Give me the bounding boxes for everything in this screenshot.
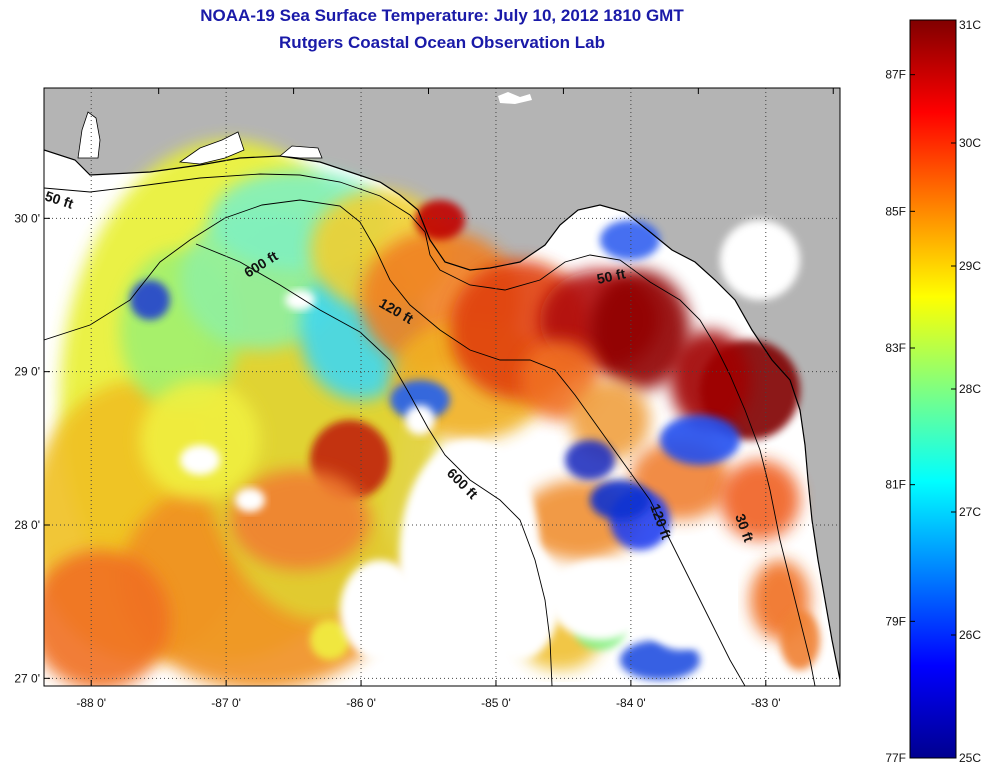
sst-patch xyxy=(780,610,820,670)
lon-tick-label: -83 0' xyxy=(751,696,781,710)
map-grid xyxy=(44,88,840,686)
sst-patch xyxy=(660,415,740,465)
colorbar-label-fahrenheit: 81F xyxy=(885,478,906,492)
bathymetry-contours xyxy=(44,173,816,686)
no-data-area xyxy=(550,560,650,640)
sst-patch xyxy=(590,480,650,520)
no-data-area xyxy=(405,405,435,435)
no-data-area xyxy=(640,550,720,650)
no-data-area xyxy=(340,560,420,660)
colorbar-label-fahrenheit: 85F xyxy=(885,204,906,218)
no-data-area xyxy=(235,488,265,512)
no-data-area xyxy=(285,290,315,310)
colorbar-label-celsius: 30C xyxy=(959,136,981,150)
sst-patch xyxy=(415,200,465,240)
sst-patch xyxy=(590,270,690,390)
no-data-area xyxy=(720,220,800,300)
colorbar-label-fahrenheit: 79F xyxy=(885,614,906,628)
axis-labels: -88 0' -87 0' -86 0' -85 0' -84 0' -83 0' 30 0… xyxy=(14,88,834,710)
map-subtitle: Rutgers Coastal Ocean Observation Lab xyxy=(279,33,605,52)
depth-label-50ft-bigbend: 50 ft xyxy=(595,265,627,287)
colorbar-label-celsius: 25C xyxy=(959,751,981,765)
sst-patch xyxy=(130,280,170,320)
choctawhatchee-bay xyxy=(279,145,323,159)
sst-patch xyxy=(390,380,450,420)
lon-tick-label: -84 0' xyxy=(616,696,646,710)
lake-seminole xyxy=(498,92,532,104)
sst-patch xyxy=(310,620,350,660)
contour-600ft xyxy=(195,243,553,686)
no-data-area xyxy=(480,540,560,660)
sst-patch xyxy=(565,440,615,480)
colorbar-label-fahrenheit: 77F xyxy=(885,751,906,765)
contour-50ft xyxy=(44,173,816,686)
sst-patch xyxy=(720,460,800,540)
colorbar-label-fahrenheit: 83F xyxy=(885,341,906,355)
lat-tick-label: 30 0' xyxy=(14,211,40,225)
sst-patch xyxy=(600,220,660,260)
sst-data-layer xyxy=(44,140,820,686)
map-title: NOAA-19 Sea Surface Temperature: July 10… xyxy=(200,6,684,25)
sst-patch xyxy=(44,550,170,686)
colorbar-label-celsius: 29C xyxy=(959,259,981,273)
mobile-bay xyxy=(77,111,101,159)
colorbar-label-celsius: 26C xyxy=(959,628,981,642)
lat-tick-label: 29 0' xyxy=(14,365,40,379)
colorbar-label-celsius: 27C xyxy=(959,505,981,519)
colorbar-labels: 31C 30C 29C 28C 27C 26C 25C 87F 85F 83F 81F 79F 77F xyxy=(885,18,981,765)
lon-tick-label: -87 0' xyxy=(211,696,241,710)
sst-patch xyxy=(230,470,370,570)
colorbar-label-fahrenheit: 87F xyxy=(885,68,906,82)
colorbar xyxy=(909,19,957,759)
contour-120ft xyxy=(44,199,746,686)
sst-patch xyxy=(670,330,750,430)
colorbar-label-celsius: 28C xyxy=(959,382,981,396)
no-data-area xyxy=(180,445,220,475)
lat-tick-label: 27 0' xyxy=(14,671,40,685)
lon-tick-label: -88 0' xyxy=(76,696,106,710)
lat-tick-label: 28 0' xyxy=(14,518,40,532)
colorbar-label-celsius: 31C xyxy=(959,18,981,32)
map-plot-area xyxy=(44,88,840,686)
lon-tick-label: -86 0' xyxy=(346,696,376,710)
lon-tick-label: -85 0' xyxy=(481,696,511,710)
map-frame xyxy=(43,87,841,687)
sst-patch xyxy=(140,380,260,500)
pensacola-bay xyxy=(178,131,245,165)
